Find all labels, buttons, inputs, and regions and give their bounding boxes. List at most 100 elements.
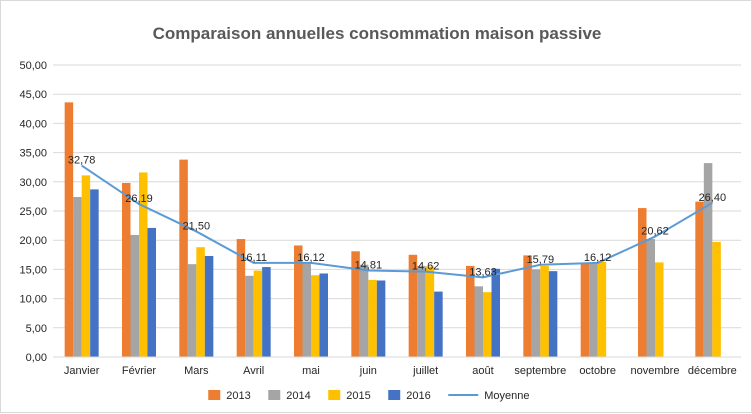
bar-2013-Janvier [64, 102, 74, 357]
bar-2014-Janvier [73, 196, 82, 357]
bar-2013-Avril [236, 239, 246, 357]
bar-2013-septembre [523, 255, 532, 357]
bar-2015-décembre [712, 241, 721, 357]
data-labels: 32,78 26,19 21,50 16,11 16,12 14,81 14,62 13,63… [68, 155, 726, 279]
bar-2013-décembre [695, 201, 704, 357]
bar-2013-mai [294, 245, 303, 357]
x-tick-label: juillet [412, 365, 438, 377]
bar-2014-décembre [703, 163, 713, 357]
bar-2016-septembre [548, 271, 558, 357]
bar-2015-juillet [425, 266, 435, 357]
bar-2013-Mars [179, 159, 188, 357]
legend-swatch-2013 [208, 390, 221, 400]
bar-2016-août [491, 268, 500, 357]
bar-2014-mai [302, 262, 311, 357]
bar-2015-Janvier [81, 175, 91, 357]
bar-2016-Février [147, 227, 156, 357]
x-tick-label: Avril [243, 365, 264, 377]
bar-2013-octobre [580, 263, 590, 357]
x-tick-label: juin [359, 365, 377, 377]
data-label-moyenne: 16,11 [240, 252, 267, 264]
y-axis-tick-labels: 0,00 5,00 10,00 15,00 20,00 25,00 30,00 35,00 40… [19, 60, 47, 364]
bar-2013-août [466, 265, 475, 357]
bars [64, 102, 721, 357]
legend-swatch-2014 [268, 390, 281, 400]
data-label-moyenne: 26,40 [699, 192, 727, 204]
x-tick-label: Janvier [64, 365, 100, 377]
legend-label-2015: 2015 [346, 390, 370, 402]
legend-swatch-2015 [328, 390, 341, 400]
data-label-moyenne: 14,81 [355, 260, 383, 272]
bar-2014-Avril [245, 275, 254, 357]
bar-2015-novembre [655, 262, 664, 357]
y-tick-label: 35,00 [19, 148, 47, 160]
bar-2016-Mars [204, 255, 214, 357]
y-tick-label: 50,00 [19, 60, 47, 72]
data-label-moyenne: 26,19 [125, 193, 153, 205]
data-label-moyenne: 14,62 [412, 261, 440, 273]
data-label-moyenne: 16,12 [584, 252, 612, 264]
bar-2014-juin [359, 264, 369, 357]
x-tick-label: mai [302, 365, 320, 377]
y-tick-label: 40,00 [19, 118, 47, 130]
data-label-moyenne: 16,12 [297, 252, 325, 264]
y-tick-label: 0,00 [26, 352, 47, 364]
legend-label-Moyenne: Moyenne [484, 390, 529, 402]
bar-2015-Février [139, 172, 148, 357]
chart-title: Comparaison annuelles consommation maiso… [153, 24, 602, 43]
bar-2014-Mars [187, 264, 197, 357]
bar-2015-Mars [196, 247, 205, 357]
bar-2015-octobre [597, 261, 607, 357]
x-axis-tick-labels: Janvier Février Mars Avril mai juin juillet aoû… [53, 356, 741, 377]
x-tick-label: Mars [184, 365, 209, 377]
data-label-moyenne: 15,79 [527, 254, 555, 266]
data-label-moyenne: 20,62 [641, 226, 669, 238]
bar-2014-Février [130, 234, 139, 357]
legend-label-2014: 2014 [286, 390, 310, 402]
average-line [81, 164, 713, 279]
bar-2014-août [474, 286, 483, 357]
y-tick-label: 45,00 [19, 89, 47, 101]
bar-2015-août [483, 292, 492, 357]
data-label-moyenne: 21,50 [183, 220, 211, 232]
bar-2015-Avril [253, 270, 263, 357]
gridlines [53, 64, 741, 358]
y-tick-label: 15,00 [19, 264, 47, 276]
x-tick-label: août [472, 365, 493, 377]
bar-2013-novembre [638, 208, 647, 357]
bar-2014-octobre [589, 263, 598, 357]
bar-2015-septembre [540, 265, 549, 357]
y-tick-label: 20,00 [19, 235, 47, 247]
data-label-moyenne: 32,78 [68, 155, 96, 167]
bar-2014-novembre [646, 239, 655, 357]
legend-label-2016: 2016 [406, 390, 430, 402]
line-Moyenne [81, 164, 713, 279]
bar-2014-septembre [531, 269, 541, 357]
bar-2016-juin [376, 280, 386, 357]
data-label-moyenne: 13,63 [469, 266, 497, 278]
x-tick-label: décembre [688, 365, 737, 377]
legend: 2013 2014 2015 2016 Moyenne [208, 390, 530, 402]
bar-2016-Avril [262, 267, 271, 357]
y-tick-label: 25,00 [19, 206, 47, 218]
x-tick-label: septembre [514, 365, 566, 377]
y-tick-label: 30,00 [19, 177, 47, 189]
bar-2015-juin [368, 279, 377, 357]
x-tick-label: Février [122, 365, 157, 377]
x-tick-label: octobre [579, 365, 616, 377]
bar-2013-juillet [408, 254, 418, 357]
bar-2016-mai [319, 273, 328, 357]
legend-label-2013: 2013 [226, 390, 250, 402]
legend-swatch-2016 [388, 390, 401, 400]
y-tick-label: 5,00 [26, 323, 47, 335]
bar-2015-mai [311, 275, 320, 357]
bar-2014-juillet [417, 265, 426, 357]
bar-2013-juin [351, 251, 360, 357]
bar-2016-juillet [434, 291, 443, 357]
bar-2013-Février [122, 182, 131, 357]
bar-2016-Janvier [90, 189, 99, 357]
y-tick-label: 10,00 [19, 294, 47, 306]
x-tick-label: novembre [631, 365, 680, 377]
